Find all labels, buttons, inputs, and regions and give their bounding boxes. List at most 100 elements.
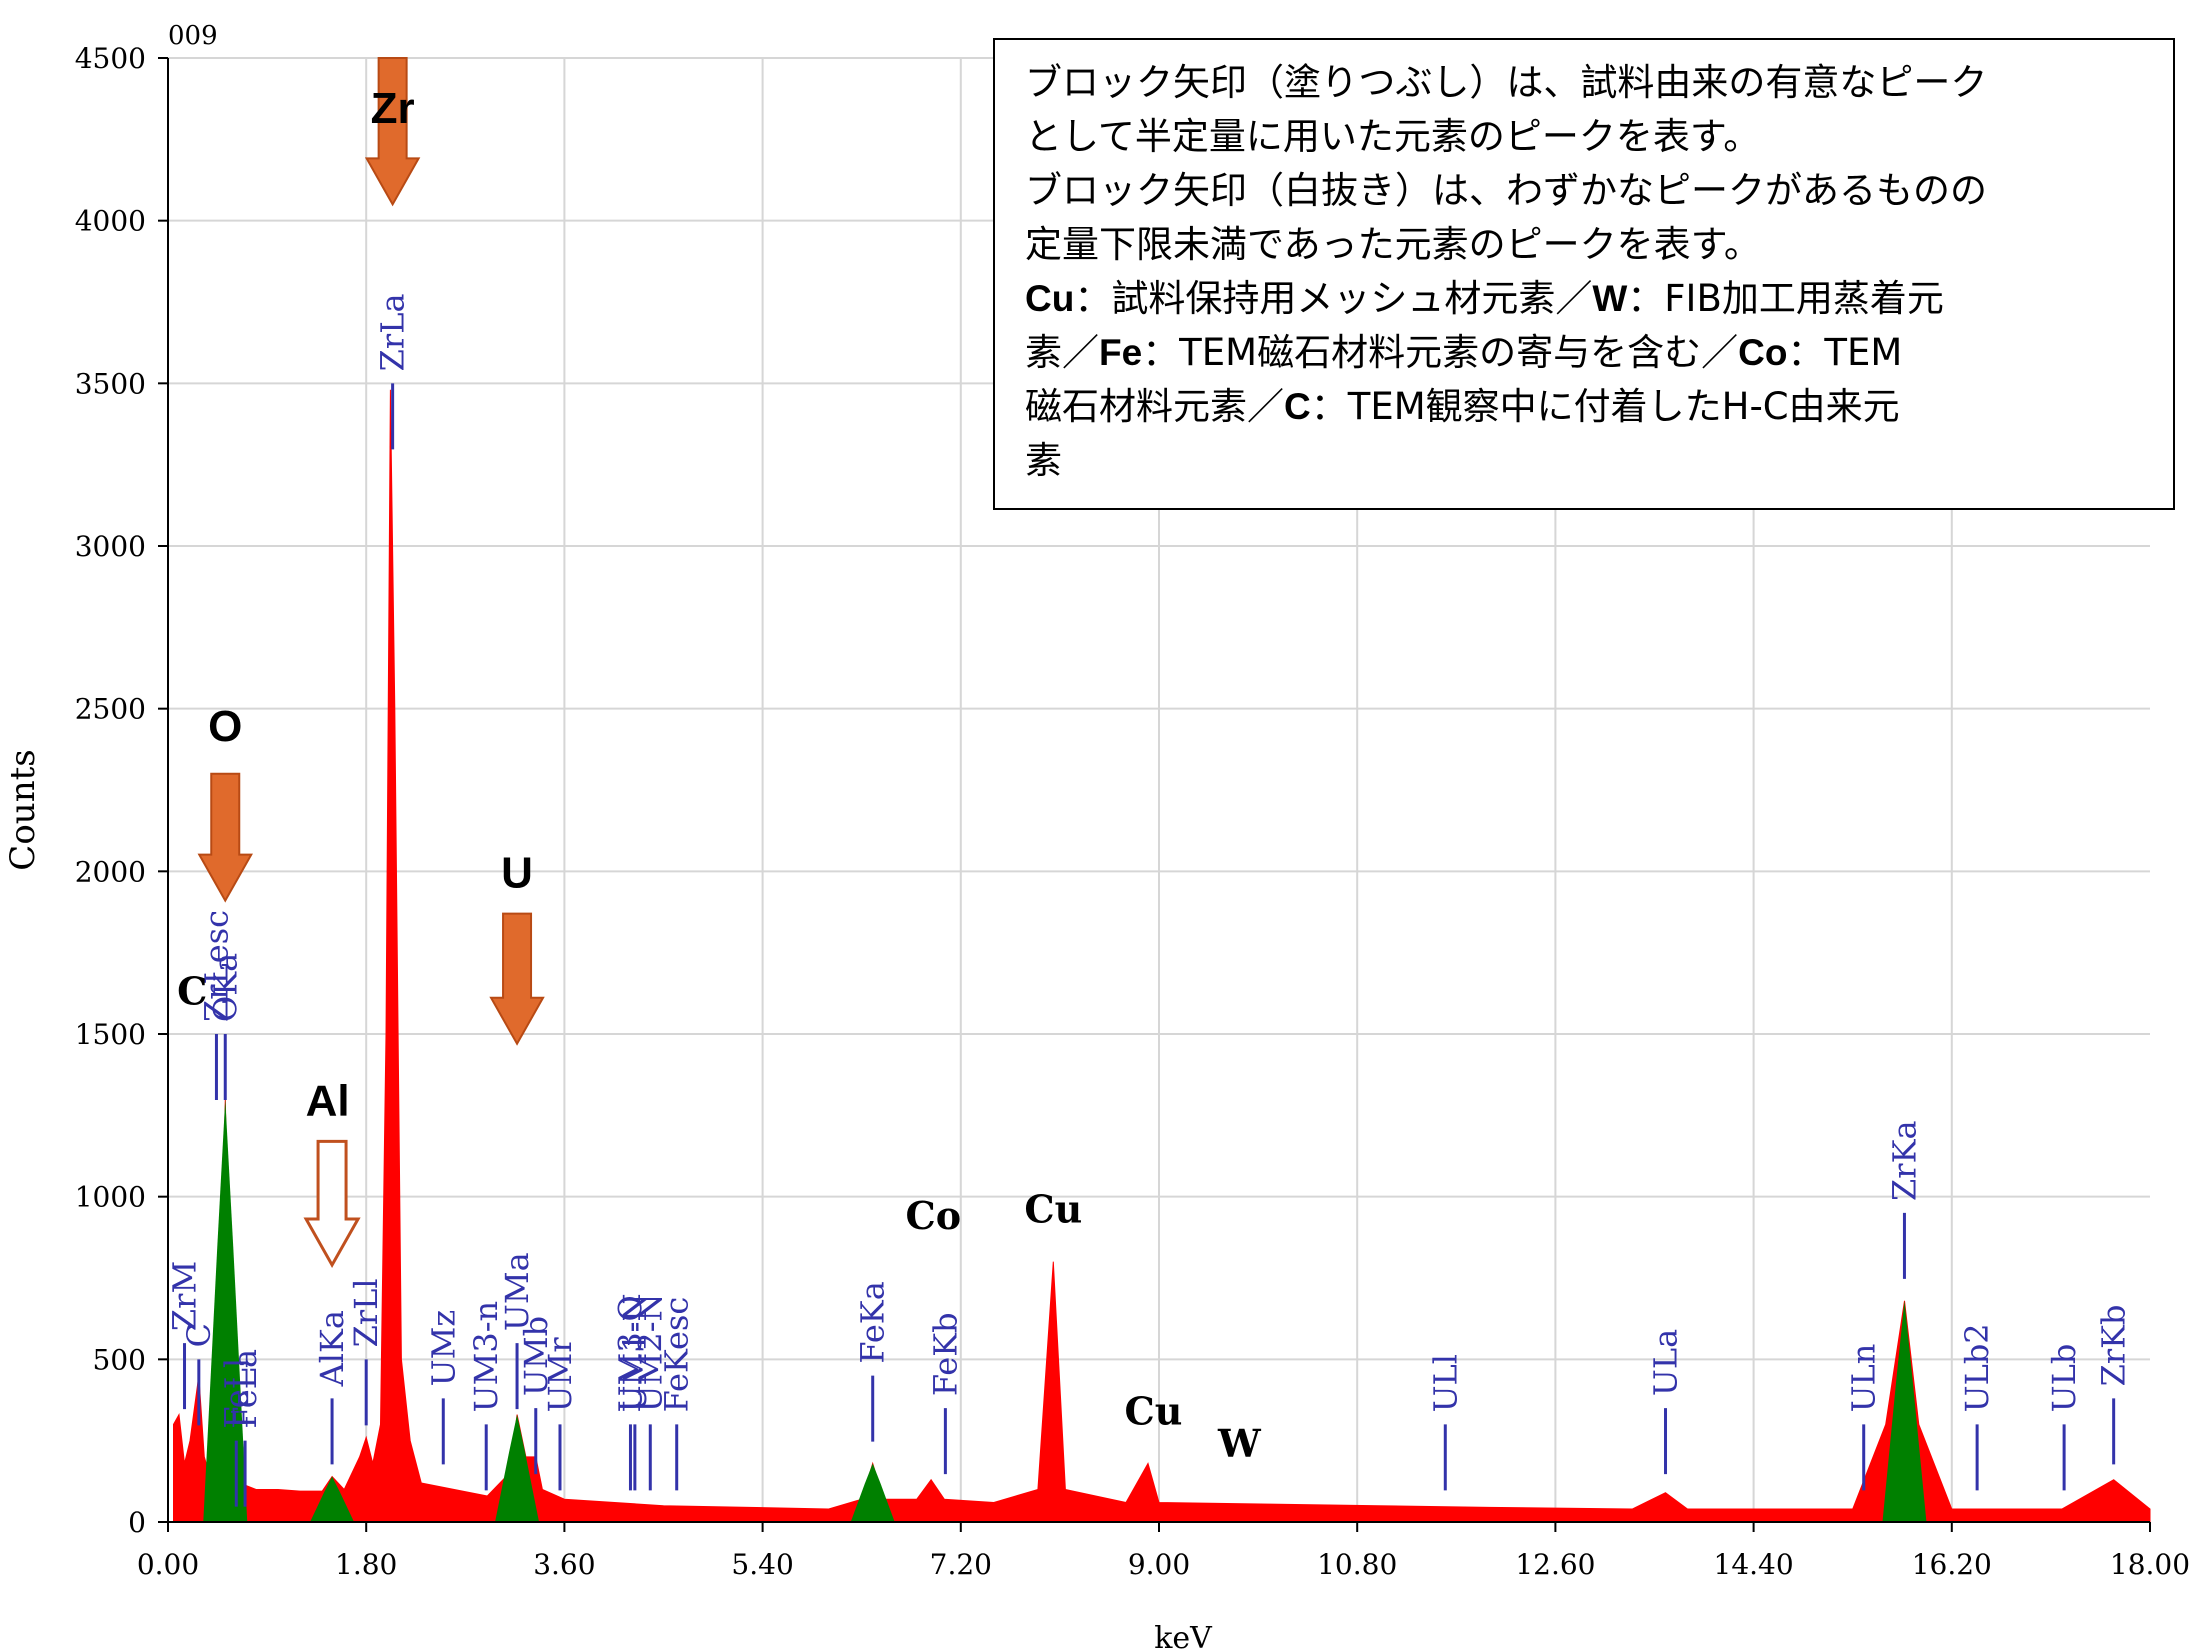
line-marker-label: ZrLesc bbox=[197, 910, 235, 1022]
element-arrows bbox=[197, 57, 545, 1269]
x-tick-label: 0.00 bbox=[137, 1548, 199, 1581]
element-label-Cu: Cu bbox=[1024, 1187, 1082, 1232]
y-tick-label: 4000 bbox=[75, 205, 146, 238]
note-text: 素／ bbox=[1025, 331, 1099, 374]
element-label-Cu: Cu bbox=[1125, 1388, 1183, 1433]
element-label-W: W bbox=[1217, 1421, 1262, 1466]
identified-peak bbox=[495, 1414, 540, 1522]
line-marker-label: FeKesc bbox=[658, 1297, 696, 1413]
note-text: ブロック矢印（白抜き）は、わずかなピークがあるものの bbox=[1025, 169, 1987, 212]
spectrum bbox=[172, 389, 2151, 1523]
line-marker-label: ULb bbox=[2045, 1344, 2083, 1413]
identified-peak bbox=[850, 1463, 895, 1522]
line-marker-label: ZrKa bbox=[1885, 1120, 1923, 1201]
x-tick-label: 18.00 bbox=[2110, 1548, 2190, 1581]
line-marker-label: ZrLl bbox=[347, 1278, 385, 1347]
note-line: 定量下限未満であった元素のピークを表す。 bbox=[1025, 218, 2151, 272]
line-marker-label: UM3-O bbox=[611, 1295, 649, 1412]
note-text: 素 bbox=[1025, 439, 1062, 482]
line-marker-label: ULn bbox=[1845, 1344, 1883, 1413]
y-tick-label: 1500 bbox=[75, 1018, 146, 1051]
note-text: として半定量に用いた元素のピークを表す。 bbox=[1025, 115, 1761, 158]
filled-arrow-Zr bbox=[364, 57, 421, 207]
y-tick-label: 3500 bbox=[75, 367, 146, 400]
line-marker-label: UMz bbox=[424, 1310, 462, 1387]
line-marker-label: AlKa bbox=[313, 1310, 351, 1387]
x-tick-label: 16.20 bbox=[1912, 1548, 1992, 1581]
line-marker-label: FeKb bbox=[926, 1312, 964, 1396]
line-marker-label: FeKa bbox=[854, 1281, 892, 1363]
note-line: 素／Fe：TEM磁石材料元素の寄与を含む／Co：TEM bbox=[1025, 326, 2151, 380]
element-label-Al: Al bbox=[306, 1076, 350, 1125]
y-axis-label: Counts bbox=[3, 749, 43, 870]
line-marker-label: FeLl bbox=[217, 1358, 255, 1429]
note-text: ：TEM磁石材料元素の寄与を含む／ bbox=[1142, 331, 1739, 374]
x-axis-label: keV bbox=[1154, 1621, 1213, 1650]
line-marker-label: UMr bbox=[541, 1337, 579, 1413]
corner-label: 009 bbox=[168, 21, 218, 51]
line-marker-label: ZrM bbox=[166, 1261, 204, 1331]
y-tick-label: 0 bbox=[128, 1506, 146, 1539]
note-element-symbol: Co bbox=[1738, 332, 1788, 373]
element-label-Co: Co bbox=[905, 1193, 961, 1238]
note-line: ブロック矢印（白抜き）は、わずかなピークがあるものの bbox=[1025, 164, 2151, 218]
x-tick-label: 9.00 bbox=[1128, 1548, 1190, 1581]
y-tick-label: 2500 bbox=[75, 693, 146, 726]
line-marker-label: ULb2 bbox=[1958, 1323, 1996, 1412]
element-labels: Zr O U Al C Co Cu Cu W bbox=[177, 84, 1262, 1466]
element-label-C: C bbox=[177, 969, 207, 1014]
line-marker-label: UM2-N bbox=[631, 1293, 669, 1412]
axes: 0.00 1.80 3.60 5.40 7.20 9.00 10.80 12.60 14.40 1… bbox=[75, 42, 2190, 1581]
note-text: ブロック矢印（塗りつぶし）は、試料由来の有意なピーク bbox=[1025, 61, 1988, 104]
identified-peak bbox=[1882, 1300, 1927, 1522]
note-text: 定量下限未満であった元素のピークを表す。 bbox=[1025, 223, 1761, 266]
note-element-symbol: C bbox=[1284, 386, 1311, 427]
note-text: ：試料保持用メッシュ材元素／ bbox=[1074, 277, 1593, 320]
note-line: Cu：試料保持用メッシュ材元素／W：FIB加工用蒸着元 bbox=[1025, 272, 2151, 326]
filled-arrow-U bbox=[489, 912, 545, 1046]
filled-arrow-O bbox=[197, 772, 253, 903]
line-marker-label: UMa bbox=[498, 1252, 536, 1331]
note-line: ブロック矢印（塗りつぶし）は、試料由来の有意なピーク bbox=[1025, 56, 2151, 110]
line-marker-label: FeLa bbox=[226, 1349, 264, 1429]
y-tick-label: 500 bbox=[93, 1343, 146, 1376]
line-marker-label: UM1-N bbox=[616, 1293, 654, 1412]
y-tick-label: 4500 bbox=[75, 42, 146, 75]
note-text: ：FIB加工用蒸着元 bbox=[1627, 277, 1944, 320]
note-text: ：TEM bbox=[1787, 331, 1903, 374]
note-text: ：TEM観察中に付着したH-C由来元 bbox=[1310, 385, 1900, 428]
element-label-O: O bbox=[208, 702, 242, 751]
line-marker-label: ZrLa bbox=[374, 293, 412, 371]
note-element-symbol: W bbox=[1592, 278, 1628, 319]
line-marker-label: C bbox=[180, 1323, 218, 1347]
y-tick-label: 1000 bbox=[75, 1181, 146, 1214]
element-label-U: U bbox=[501, 849, 533, 898]
outline-arrow-Al bbox=[303, 1139, 361, 1269]
x-tick-label: 5.40 bbox=[731, 1548, 793, 1581]
x-tick-label: 12.60 bbox=[1515, 1548, 1595, 1581]
note-line: 素 bbox=[1025, 434, 2151, 488]
line-marker-label: OKa bbox=[206, 953, 244, 1022]
note-text: 磁石材料元素／ bbox=[1025, 385, 1284, 428]
line-marker-label: UM3-n bbox=[467, 1301, 505, 1413]
x-tick-label: 3.60 bbox=[533, 1548, 595, 1581]
line-marker-label: UMb bbox=[517, 1316, 555, 1396]
legend-note-box: ブロック矢印（塗りつぶし）は、試料由来の有意なピーク として半定量に用いた元素のピ… bbox=[993, 38, 2175, 510]
line-marker-label: ULa bbox=[1647, 1329, 1685, 1396]
x-tick-label: 7.20 bbox=[930, 1548, 992, 1581]
x-tick-label: 1.80 bbox=[335, 1548, 397, 1581]
x-tick-label: 10.80 bbox=[1317, 1548, 1397, 1581]
note-element-symbol: Cu bbox=[1025, 278, 1075, 319]
x-tick-label: 14.40 bbox=[1714, 1548, 1794, 1581]
identified-peak bbox=[310, 1476, 355, 1522]
y-tick-label: 3000 bbox=[75, 530, 146, 563]
y-tick-label: 2000 bbox=[75, 855, 146, 888]
note-line: 磁石材料元素／C：TEM観察中に付着したH-C由来元 bbox=[1025, 380, 2151, 434]
identified-peak bbox=[203, 1099, 248, 1522]
note-element-symbol: Fe bbox=[1099, 332, 1143, 373]
element-label-Zr: Zr bbox=[371, 84, 415, 133]
line-marker-label: ULl bbox=[1426, 1354, 1464, 1412]
line-marker-label: ZrKb bbox=[2095, 1304, 2133, 1386]
